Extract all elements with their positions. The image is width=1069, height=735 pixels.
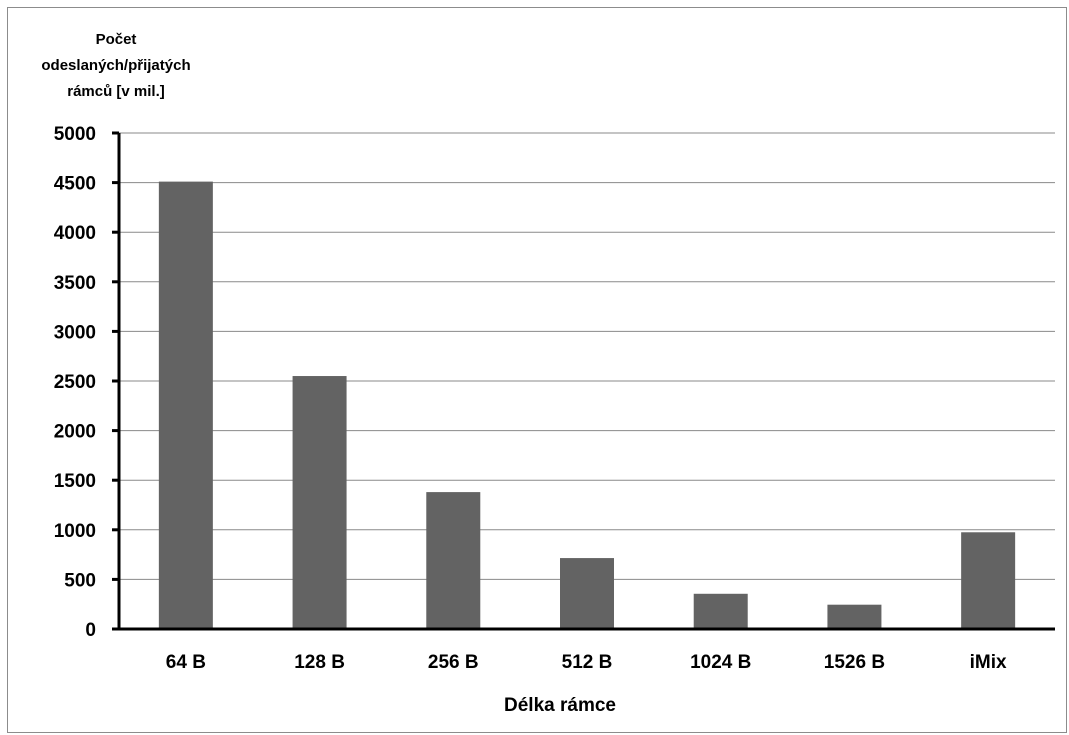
x-tick-label: 256 B bbox=[428, 652, 479, 673]
y-tick-label: 3000 bbox=[54, 322, 96, 343]
y-tick-label: 500 bbox=[64, 570, 96, 591]
gridlines bbox=[112, 131, 1055, 631]
y-axis-title-line-3: rámců [v mil.] bbox=[67, 83, 165, 100]
x-tick-label: 128 B bbox=[294, 652, 345, 673]
y-tick-label: 1000 bbox=[54, 521, 96, 542]
x-tick-label: 1024 B bbox=[690, 652, 751, 673]
y-axis-title-line-1: Počet bbox=[96, 31, 137, 48]
bar-128-b bbox=[292, 376, 347, 629]
y-tick-label: 3500 bbox=[54, 273, 96, 294]
x-tick-label: 64 B bbox=[166, 652, 206, 673]
x-tick-label: 1526 B bbox=[824, 652, 885, 673]
y-tick-label: 2500 bbox=[54, 372, 96, 393]
x-tick-label: 512 B bbox=[562, 652, 613, 673]
x-tick-label: iMix bbox=[970, 652, 1007, 673]
bar-1024-b bbox=[693, 593, 748, 629]
y-tick-labels: 0 500 1000 1500 2000 2500 3000 3500 4000 4500 5000 bbox=[54, 124, 96, 641]
y-tick-label: 5000 bbox=[54, 124, 96, 145]
y-axis-title: Počet odeslaných/přijatých rámců [v mil.… bbox=[41, 31, 190, 100]
x-axis-title: Délka rámce bbox=[504, 695, 616, 716]
axes bbox=[117, 133, 1055, 631]
bar-512-b bbox=[560, 558, 614, 629]
y-tick-label: 0 bbox=[85, 620, 96, 641]
bar-imix bbox=[961, 532, 1016, 629]
y-tick-label: 1500 bbox=[54, 471, 96, 492]
bars bbox=[158, 181, 1016, 629]
y-tick-label: 2000 bbox=[54, 422, 96, 443]
bar-1526-b bbox=[827, 604, 882, 629]
y-tick-label: 4000 bbox=[54, 223, 96, 244]
x-tick-labels: 64 B 128 B 256 B 512 B 1024 B 1526 B iMix bbox=[166, 652, 1007, 673]
y-tick-label: 4500 bbox=[54, 174, 96, 195]
bar-64-b bbox=[158, 181, 213, 629]
bar-256-b bbox=[426, 492, 481, 629]
y-axis-title-line-2: odeslaných/přijatých bbox=[41, 57, 190, 74]
